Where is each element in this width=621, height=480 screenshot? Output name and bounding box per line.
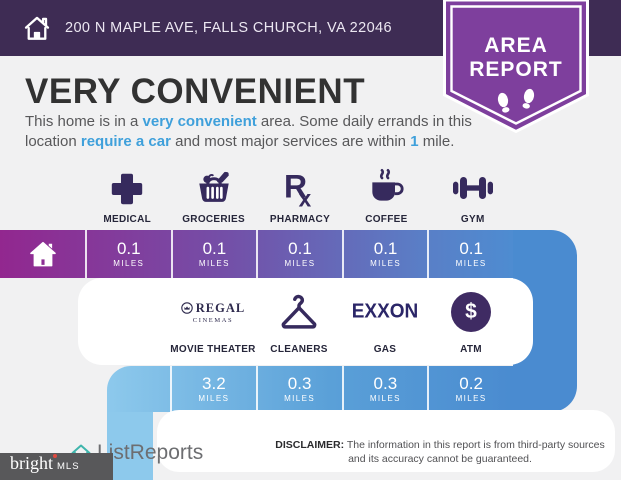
svg-text:x: x	[299, 186, 312, 208]
desc-text: This home is in a	[25, 113, 143, 130]
home-segment	[0, 230, 85, 278]
disclaimer-body: The information in this report is from t…	[344, 439, 605, 466]
poi-groceries: GROCERIES	[170, 160, 256, 225]
distance-segment: 0.3 MILES	[255, 366, 342, 412]
desc-text: mile.	[418, 133, 455, 151]
distance-unit: MILES	[369, 394, 401, 404]
svg-text:R: R	[284, 168, 307, 204]
poi-coffee: COFFEE	[343, 160, 429, 225]
regal-cinemas-logo: REGAL CINEMAS	[181, 301, 245, 324]
badge-line1: AREA	[484, 34, 548, 57]
poi-cleaners: CLEANERS	[256, 286, 342, 355]
rx-icon: R x	[282, 160, 318, 208]
poi-label: PHARMACY	[269, 214, 331, 225]
poi-gas: EXXON GAS	[342, 286, 428, 355]
distance-value: 0.1	[373, 238, 398, 258]
medical-cross-icon	[108, 160, 146, 208]
distance-unit: MILES	[284, 394, 316, 404]
dollar-sign-icon: $	[451, 292, 491, 332]
desc-text: and most major services are within	[170, 133, 411, 151]
distance-segment: 0.1 MILES	[341, 230, 428, 278]
regal-wordmark: REGAL	[195, 300, 246, 315]
regal-crown-icon	[181, 302, 193, 314]
distance-value: 0.3	[373, 373, 398, 393]
distance-unit: MILES	[198, 394, 230, 404]
footprints-icon	[497, 88, 535, 113]
poi-label: GAS	[373, 344, 397, 355]
poi-label: COFFEE	[365, 214, 408, 225]
poi-label: ATM	[460, 344, 482, 355]
poi-pharmacy: R x PHARMACY	[257, 160, 343, 225]
poi-gym: GYM	[430, 160, 516, 225]
area-report-badge: AREA REPORT	[443, 0, 589, 138]
distance-value: 3.2	[202, 373, 226, 393]
bright-mls-logo: bright MLS	[0, 453, 113, 480]
poi-label: GROCERIES	[182, 214, 245, 225]
poi-movie-theater: REGAL CINEMAS MOVIE THEATER	[170, 286, 256, 356]
distance-unit: MILES	[370, 259, 402, 269]
badge-line2: REPORT	[469, 58, 563, 81]
distance-segment: 0.1 MILES	[256, 230, 342, 278]
disclaimer-card	[157, 410, 615, 472]
distance-segment: 0.1 MILES	[427, 230, 513, 278]
bright-text: bright	[10, 453, 53, 473]
poi-label: CLEANERS	[270, 344, 328, 355]
house-icon	[27, 239, 59, 269]
bright-wordmark: bright	[10, 453, 57, 474]
distance-value: 0.1	[202, 238, 227, 258]
poi-medical: MEDICAL	[84, 160, 170, 225]
distance-unit: MILES	[455, 259, 487, 269]
disclaimer-label: DISCLAIMER:	[275, 439, 345, 451]
hanger-icon	[278, 286, 320, 338]
distance-segment: 0.2 MILES	[427, 366, 513, 412]
listreports-wordmark: ListReports	[97, 441, 204, 464]
poi-label: MOVIE THEATER	[170, 344, 256, 355]
dumbbell-icon	[450, 160, 496, 208]
desc-text: area. Some daily errands in this locatio…	[25, 113, 472, 151]
distance-unit: MILES	[198, 259, 230, 269]
distance-value: 0.1	[288, 238, 312, 258]
poi-row-2-card: REGAL CINEMAS MOVIE THEATER CLEANERS	[78, 278, 533, 365]
poi-atm: $ ATM	[428, 286, 514, 355]
distance-segment: 0.1 MILES	[85, 230, 171, 278]
poi-label: MEDICAL	[103, 214, 152, 225]
distance-segment: 0.3 MILES	[341, 366, 428, 412]
grocery-basket-icon	[193, 160, 235, 208]
poi-row-1: MEDICAL GROCERIES R x	[84, 160, 516, 225]
mls-text: MLS	[57, 461, 80, 472]
distance-bar-left-band	[107, 400, 153, 480]
bright-trademark-dot	[53, 454, 57, 458]
elbow-segment	[107, 366, 170, 412]
coffee-cup-icon	[366, 160, 406, 208]
distance-value: 0.1	[116, 238, 141, 258]
house-icon	[22, 14, 52, 42]
property-address: 200 N MAPLE AVE, FALLS CHURCH, VA 22046	[65, 20, 392, 36]
distance-bar-2: 3.2 MILES 0.3 MILES 0.3 MILES 0.2 MILES	[107, 366, 513, 412]
distance-unit: MILES	[113, 259, 145, 269]
walkability-description: This home is in a very convenient area. …	[25, 112, 483, 153]
distance-value: 0.3	[287, 373, 312, 393]
distance-unit: MILES	[284, 259, 316, 269]
cinemas-wordmark: CINEMAS	[192, 316, 234, 324]
distance-value: 0.2	[459, 373, 483, 393]
dollar-symbol: $	[465, 300, 477, 323]
disclaimer-text: DISCLAIMER: The information in this repo…	[272, 438, 608, 466]
distance-unit: MILES	[455, 394, 487, 404]
distance-bar-1: 0.1 MILES 0.1 MILES 0.1 MILES 0.1 MILES …	[0, 230, 513, 278]
distance-segment: 3.2 MILES	[170, 366, 256, 412]
desc-accent-require-a-car: require a car	[80, 133, 171, 151]
walkability-title: VERY CONVENIENT	[25, 72, 366, 111]
desc-accent-one-mile: 1	[410, 133, 419, 151]
exxon-logo: EXXON	[351, 300, 419, 323]
poi-row-2: REGAL CINEMAS MOVIE THEATER CLEANERS	[170, 286, 514, 355]
distance-value: 0.1	[459, 238, 483, 258]
poi-label: GYM	[460, 214, 485, 225]
distance-segment: 0.1 MILES	[170, 230, 257, 278]
desc-accent-very-convenient: very convenient	[142, 113, 257, 130]
